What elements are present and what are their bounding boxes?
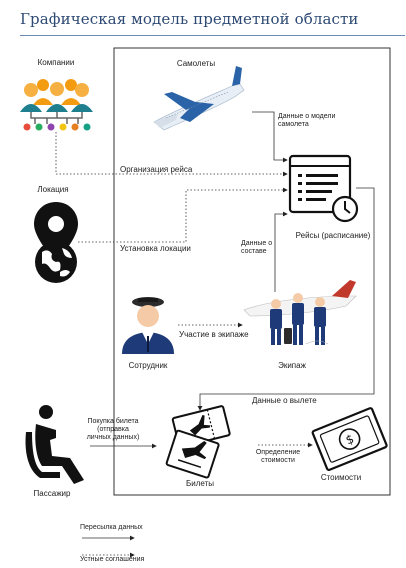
edge-crew-data xyxy=(274,211,288,292)
legend-label-data-transfer: Пересылка данных xyxy=(80,524,143,531)
node-label-tickets: Билеты xyxy=(186,479,214,488)
edge-flight-org xyxy=(55,132,288,177)
banknote-icon: $ xyxy=(311,407,388,472)
node-label-crew: Экипаж xyxy=(278,361,306,370)
edge-departure-data xyxy=(197,187,375,411)
node-label-planes: Самолеты xyxy=(176,59,216,68)
edge-label-ticket-purchase: Покупка билета (отправка личных данных) xyxy=(86,418,140,441)
system-boundary xyxy=(113,47,391,496)
edge-label-location-set: Установка локации xyxy=(120,244,191,253)
crew-icon xyxy=(243,280,357,345)
page-title: Графическая модель предметной области xyxy=(20,10,359,28)
companies-icon xyxy=(20,79,93,131)
edge-label-crew-participation: Участие в экипаже xyxy=(179,330,249,339)
edge-label-departure-data: Данные о вылете xyxy=(252,396,317,405)
airplane-icon xyxy=(153,66,245,131)
edge-label-cost-def: Определение стоимости xyxy=(255,449,301,464)
passenger-icon xyxy=(25,405,84,484)
edge-plane-model xyxy=(252,111,288,163)
title-divider xyxy=(20,35,405,36)
tickets-icon xyxy=(165,405,231,479)
edge-label-crew-data: Данные о составе xyxy=(241,240,273,255)
node-label-passenger: Пассажир xyxy=(33,489,71,498)
legend-label-verbal: Устные соглашения xyxy=(80,556,145,563)
pilot-icon xyxy=(122,297,174,354)
edge-label-plane-model: Данные о модели самолета xyxy=(278,113,336,128)
edge-label-flight-org: Организация рейса xyxy=(120,165,193,174)
node-label-employee: Сотрудник xyxy=(128,361,168,370)
node-label-companies: Компании xyxy=(37,58,75,67)
schedule-icon xyxy=(288,154,359,223)
edge-location-set xyxy=(78,187,288,243)
location-pin-icon xyxy=(34,202,78,283)
node-label-location: Локация xyxy=(37,185,69,194)
node-label-costs: Стоимости xyxy=(320,473,362,482)
node-label-flights: Рейсы (расписание) xyxy=(295,231,371,240)
